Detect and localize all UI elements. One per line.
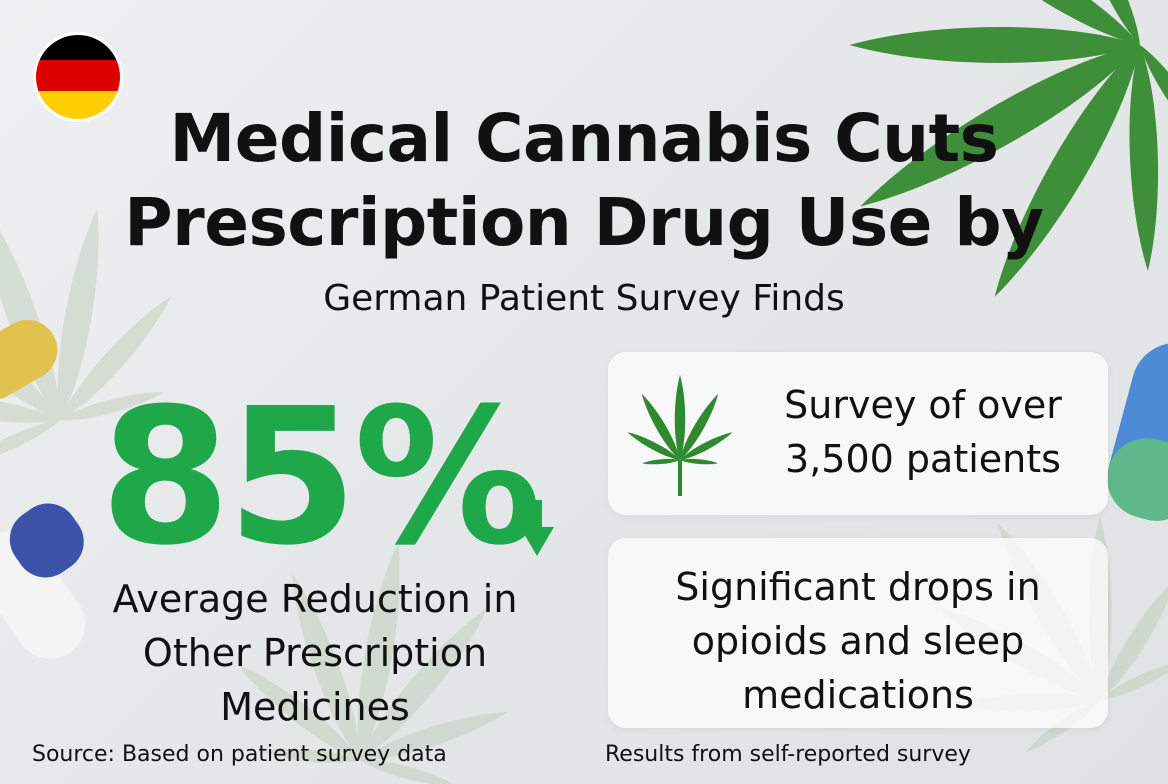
title: Medical Cannabis Cuts — [169, 100, 999, 177]
card-line: Survey of over — [784, 383, 1062, 427]
caption-line: Other Prescription — [142, 631, 488, 675]
card-text: Survey of over 3,500 patients — [738, 378, 1108, 486]
caption-line: Average Reduction in — [112, 577, 518, 621]
card: Survey of over 3,500 patients — [608, 352, 1108, 515]
down-arrow — [520, 500, 554, 556]
title: Prescription Drug Use by — [124, 184, 1044, 261]
footer-note: Results from self-reported survey — [605, 742, 971, 767]
pills — [0, 320, 1168, 659]
flag — [33, 32, 123, 122]
footer-source: Source: Based on patient survey data — [32, 742, 447, 767]
card-text: Significant drops in opioids and sleep m… — [608, 560, 1108, 722]
stat-value: 85% — [100, 368, 542, 587]
stat-caption: Average Reduction in Other Prescription … — [60, 572, 570, 734]
card: Significant drops in opioids and sleep m… — [608, 538, 1108, 728]
card-line: Significant drops in — [675, 565, 1041, 609]
leaf-icon — [624, 368, 734, 496]
card-line: opioids and sleep — [691, 619, 1025, 663]
subtitle: German Patient Survey Finds — [323, 278, 845, 319]
caption-line: Medicines — [220, 685, 410, 729]
card-line: 3,500 patients — [785, 437, 1061, 481]
card-line: medications — [742, 673, 974, 717]
